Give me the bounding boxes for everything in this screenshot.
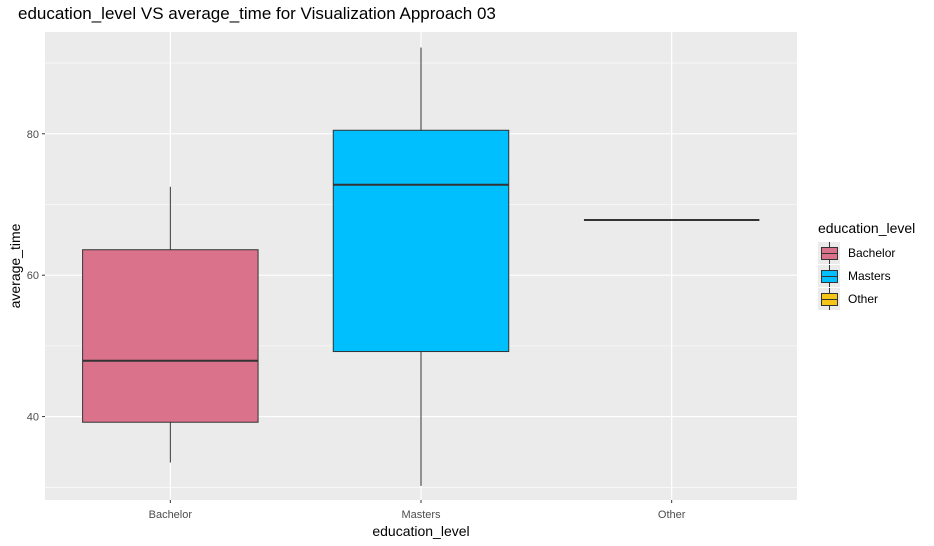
y-tick-label: 80 — [27, 129, 39, 141]
legend-label: Masters — [848, 268, 891, 283]
x-tick-label: Masters — [401, 509, 441, 521]
legend: education_level Bachelor Masters Other — [818, 220, 915, 310]
box-masters — [332, 129, 510, 353]
legend-key-bachelor — [818, 241, 840, 264]
legend-title: education_level — [818, 220, 916, 236]
y-tick-label: 40 — [27, 412, 39, 424]
y-tick-label: 60 — [27, 270, 39, 282]
legend-item-bachelor: Bachelor — [818, 241, 915, 264]
legend-label: Bachelor — [848, 245, 896, 260]
x-tick-label: Other — [658, 509, 686, 521]
legend-label: Other — [848, 291, 879, 306]
legend-item-other: Other — [818, 287, 915, 310]
chart-title: education_level VS average_time for Visu… — [18, 4, 496, 23]
x-axis-title: education_level — [372, 523, 469, 539]
legend-key-other — [818, 287, 840, 310]
x-tick-label: Bachelor — [149, 509, 193, 521]
legend-key-masters — [818, 264, 840, 287]
legend-item-masters: Masters — [818, 264, 915, 287]
box-bachelor — [82, 249, 259, 423]
y-axis-title: average_time — [7, 223, 23, 308]
